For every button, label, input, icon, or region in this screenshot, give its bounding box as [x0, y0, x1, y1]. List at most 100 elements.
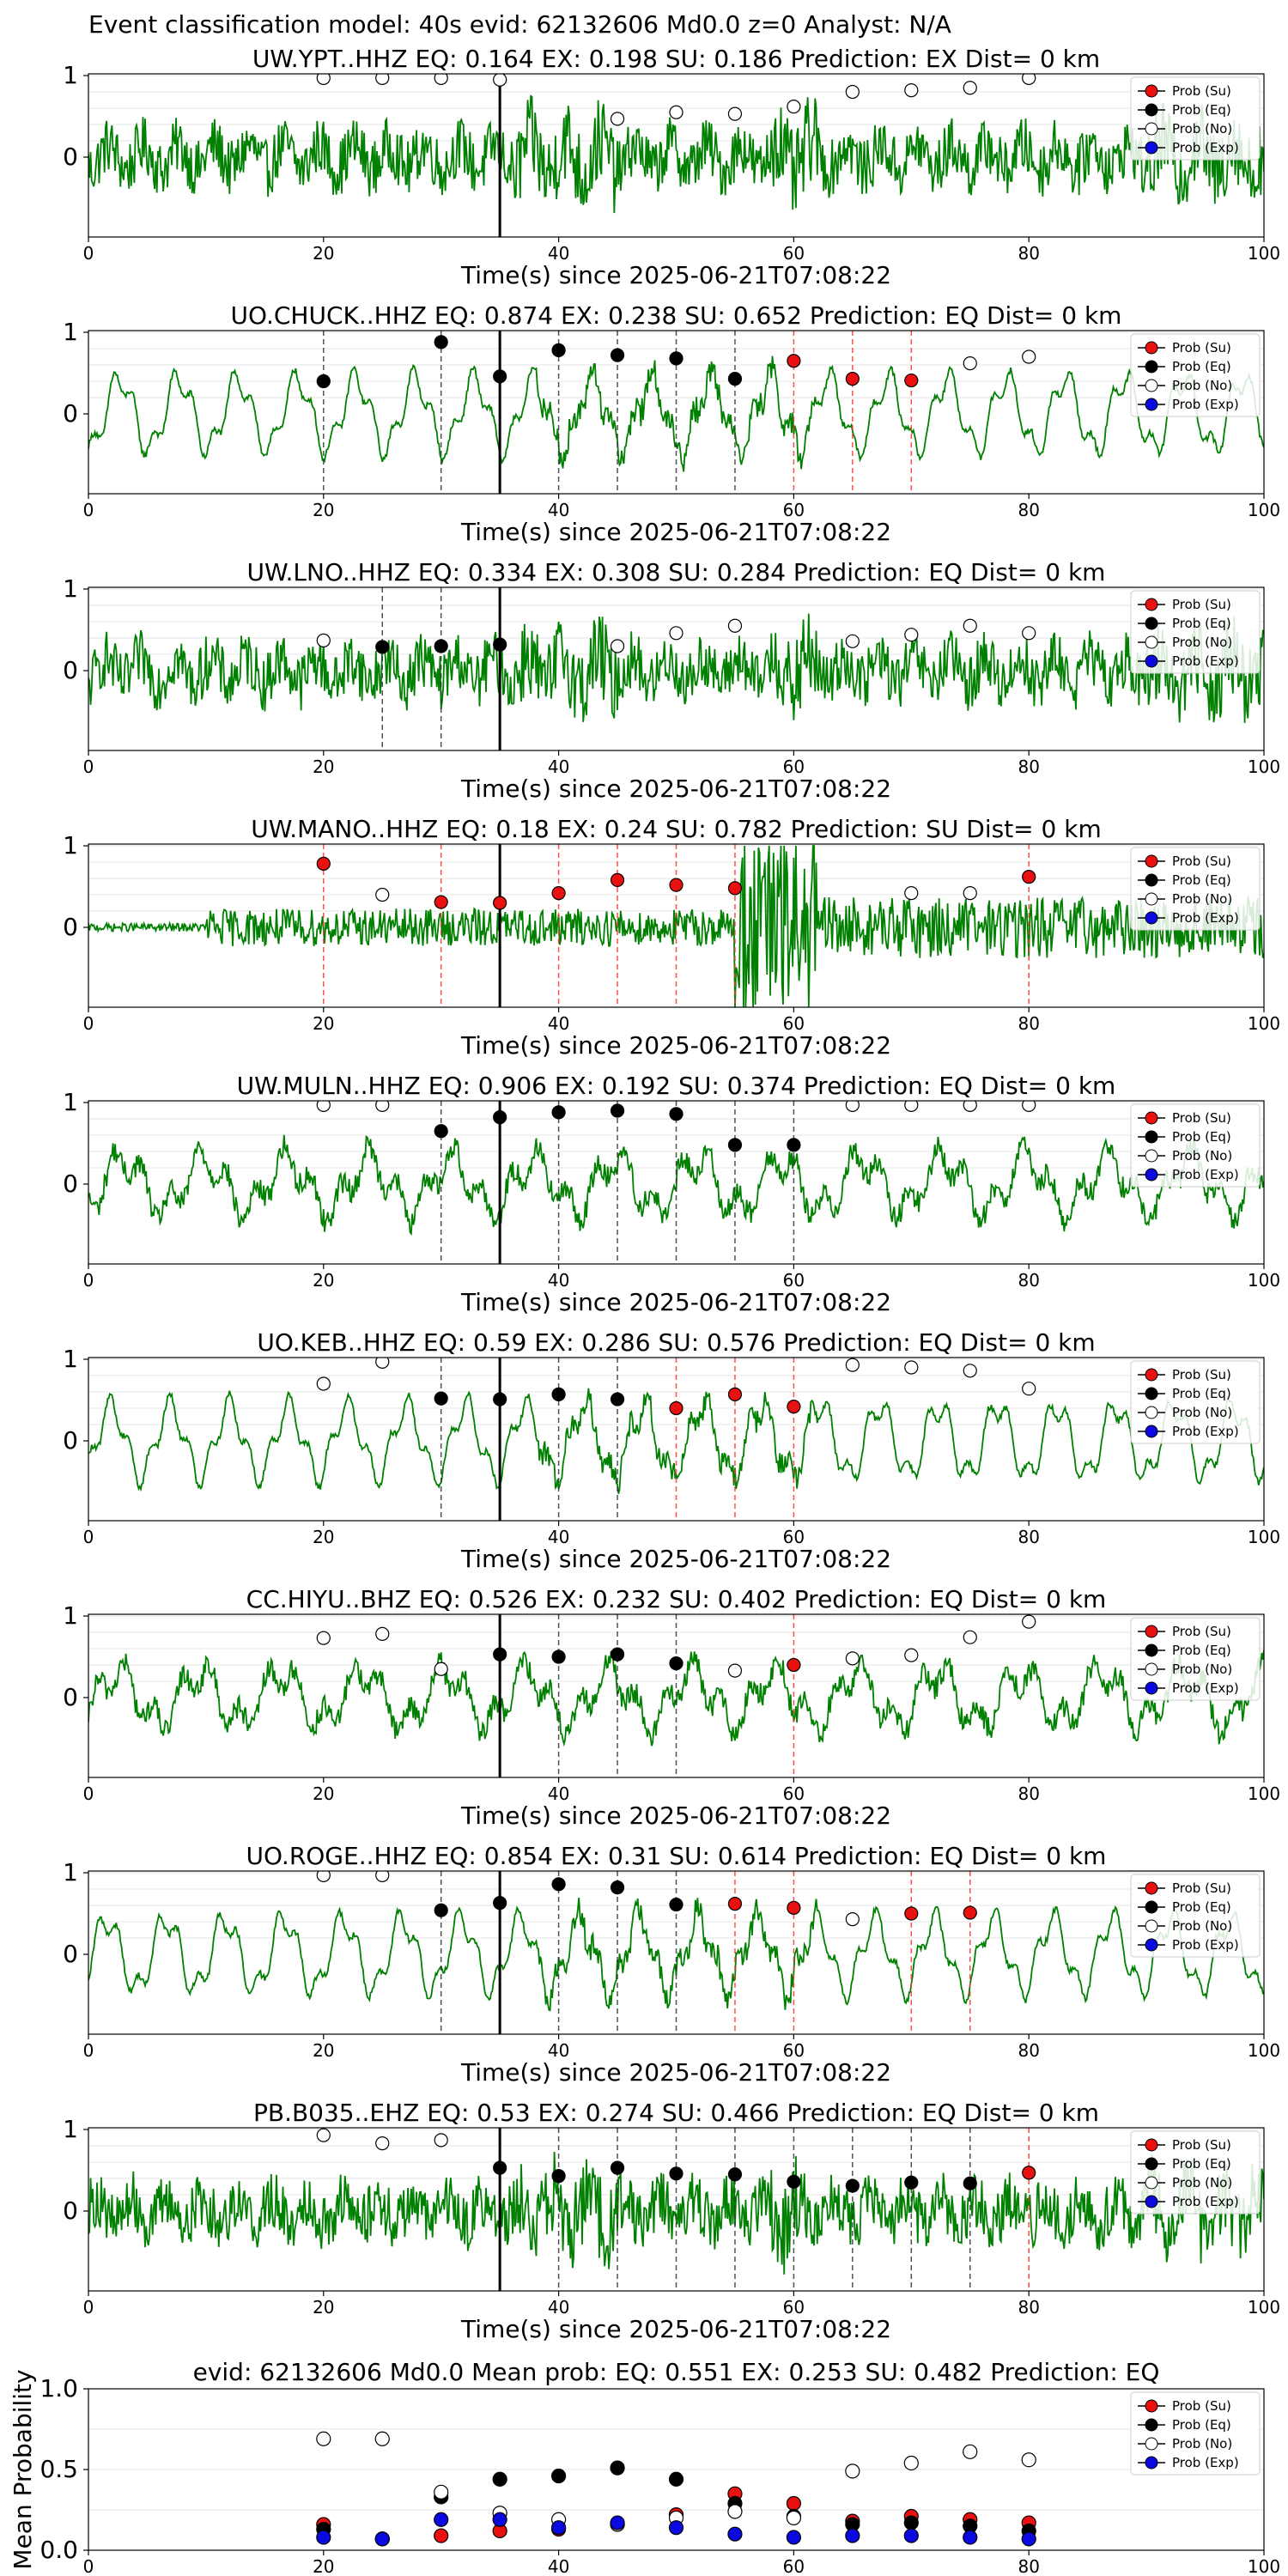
- mean-marker-eq: [550, 2468, 567, 2484]
- prob-marker-no: [845, 1651, 860, 1666]
- legend-label-no: Prob (No): [1172, 1662, 1232, 1677]
- prob-marker-no: [963, 1101, 977, 1112]
- x-tick-label: 80: [1018, 2040, 1039, 2061]
- legend-marker-exp: [1145, 1681, 1158, 1695]
- x-tick-label: 80: [1018, 2297, 1039, 2318]
- legend-marker-eq: [1145, 2157, 1158, 2171]
- y-tick-label: 0: [63, 656, 78, 684]
- x-axis-label: Time(s) since 2025-06-21T07:08:22: [460, 1031, 891, 1060]
- x-tick-label: 100: [1248, 1013, 1280, 1034]
- mean-marker-no: [963, 2444, 978, 2459]
- waveform-trace: [88, 613, 1264, 723]
- x-tick-label: 0: [83, 500, 94, 520]
- legend-marker-no: [1145, 1919, 1158, 1933]
- prob-marker-eq: [551, 1649, 566, 1664]
- prob-marker-su: [434, 895, 448, 909]
- prob-marker-no: [727, 1663, 743, 1678]
- legend-marker-no: [1145, 1662, 1158, 1676]
- prob-marker-su: [1022, 2166, 1036, 2180]
- prob-marker-no: [434, 1662, 448, 1676]
- plot-frame: [88, 1357, 1265, 1522]
- x-tick-label: 80: [1018, 243, 1039, 264]
- prob-marker-no: [375, 1626, 390, 1642]
- station-panel-UW.MULN..HHZ: UW.MULN..HHZ EQ: 0.906 EX: 0.192 SU: 0.3…: [63, 1072, 1280, 1316]
- legend-label-eq: Prob (Eq): [1172, 359, 1231, 374]
- legend-marker-no: [1145, 379, 1158, 392]
- prob-marker-eq: [610, 348, 625, 362]
- mean-marker-exp: [727, 2526, 743, 2542]
- station-panel-PB.B035..EHZ: PB.B035..EHZ EQ: 0.53 EX: 0.274 SU: 0.46…: [63, 2099, 1280, 2343]
- x-tick-label: 20: [313, 2297, 334, 2318]
- prob-marker-su: [845, 372, 860, 386]
- legend-label-eq: Prob (Eq): [1172, 102, 1231, 118]
- prob-marker-no: [669, 105, 683, 119]
- legend-marker-su: [1145, 1625, 1158, 1638]
- prob-marker-eq: [551, 343, 566, 357]
- legend-label-eq: Prob (Eq): [1172, 1899, 1231, 1915]
- legend-label-exp: Prob (Exp): [1172, 653, 1239, 669]
- legend-label-su: Prob (Su): [1172, 1367, 1231, 1382]
- x-tick-label: 0: [83, 1013, 94, 1034]
- legend-marker-exp: [1145, 2456, 1158, 2470]
- plot-frame: [88, 1870, 1265, 2035]
- legend: Prob (Su) Prob (Eq) Prob (No) Prob (Exp): [1130, 590, 1261, 674]
- x-tick-label: 40: [548, 1013, 569, 1034]
- prob-marker-no: [963, 618, 977, 633]
- plot-area: [88, 844, 1264, 1007]
- prob-marker-eq: [375, 640, 390, 654]
- prob-marker-eq: [493, 1392, 507, 1406]
- legend-marker-eq: [1145, 1387, 1158, 1400]
- waveform-trace: [88, 1388, 1264, 1494]
- legend: Prob (Su) Prob (Eq) Prob (No) Prob (Exp): [1130, 2130, 1261, 2215]
- prob-marker-no: [904, 885, 919, 901]
- plot-frame: [88, 1613, 1265, 1778]
- prob-marker-no: [904, 82, 919, 98]
- x-axis-label: Time(s) since 2025-06-21T07:08:22: [460, 775, 891, 803]
- y-tick-label: 0.5: [39, 2455, 78, 2483]
- y-tick-label: 0: [63, 143, 78, 171]
- legend-label-eq: Prob (Eq): [1172, 1129, 1231, 1145]
- legend-label-su: Prob (Su): [1172, 83, 1231, 99]
- prob-marker-eq: [610, 1647, 625, 1662]
- prob-marker-no: [434, 2133, 448, 2148]
- legend-label-su: Prob (Su): [1172, 340, 1231, 355]
- mean-marker-exp: [550, 2520, 567, 2536]
- x-tick-label: 20: [313, 1527, 334, 1547]
- prob-marker-eq: [727, 372, 743, 386]
- legend-box: [1130, 1874, 1261, 1958]
- prob-marker-no: [375, 1871, 390, 1882]
- legend: Prob (Su) Prob (Eq) Prob (No) Prob (Exp): [1130, 1617, 1261, 1701]
- legend-marker-su: [1145, 1111, 1158, 1125]
- y-tick-label: 1: [63, 318, 78, 346]
- prob-marker-no: [904, 1360, 919, 1375]
- prob-marker-no: [375, 887, 390, 902]
- plot-frame: [88, 73, 1265, 238]
- x-tick-label: 100: [1248, 2297, 1280, 2318]
- legend-box: [1130, 590, 1261, 674]
- legend-marker-su: [1145, 2399, 1158, 2413]
- x-tick-label: 0: [83, 2297, 94, 2318]
- x-tick-label: 40: [548, 1270, 569, 1291]
- x-tick-label: 60: [783, 1527, 805, 1547]
- legend-marker-exp: [1145, 654, 1158, 668]
- x-tick-label: 0: [83, 756, 94, 777]
- prob-marker-eq: [904, 2175, 919, 2190]
- y-tick-label: 0: [63, 1426, 78, 1455]
- prob-marker-su: [727, 1387, 743, 1401]
- plot-frame: [88, 2127, 1265, 2292]
- x-tick-label: 0: [83, 2556, 94, 2576]
- prob-marker-eq: [727, 1138, 743, 1152]
- y-tick-label: 0: [63, 2196, 78, 2225]
- mean-marker-exp: [492, 2512, 507, 2527]
- mean-marker-no: [845, 2464, 860, 2479]
- legend-marker-eq: [1145, 2418, 1158, 2432]
- prob-marker-su: [493, 896, 507, 910]
- prob-marker-eq: [551, 1387, 566, 1401]
- prob-marker-eq: [610, 1392, 625, 1406]
- legend-label-exp: Prob (Exp): [1172, 1167, 1239, 1182]
- x-axis-label: Time(s) since 2025-06-21T07:08:22: [460, 2058, 891, 2087]
- plot-area: [88, 74, 1264, 237]
- x-tick-label: 20: [313, 1013, 334, 1034]
- y-tick-label: 1: [63, 574, 78, 603]
